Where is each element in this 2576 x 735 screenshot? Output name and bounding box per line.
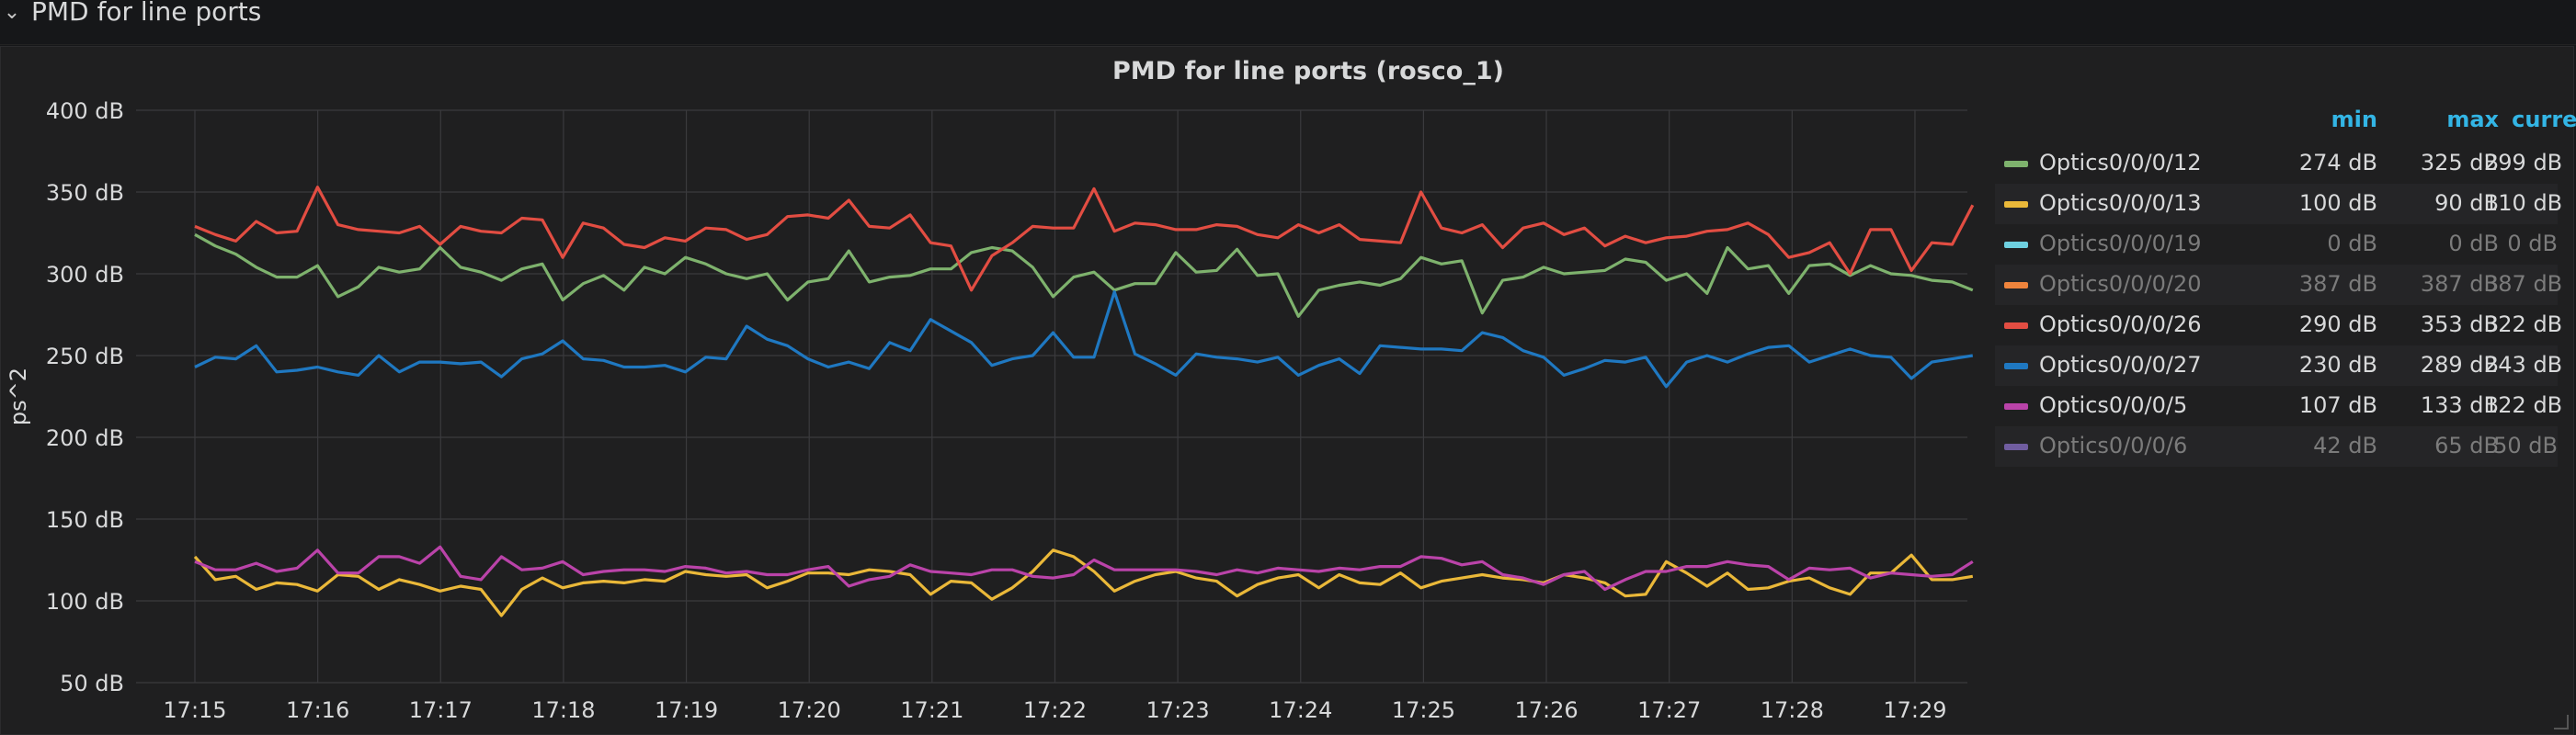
graph-panel bbox=[0, 46, 2574, 735]
y-tick-label: 300 dB bbox=[46, 262, 124, 288]
legend-current-value: 122 dB bbox=[2484, 392, 2563, 418]
x-tick-label: 17:19 bbox=[655, 697, 718, 723]
legend-swatch[interactable] bbox=[2004, 282, 2028, 288]
legend-swatch[interactable] bbox=[2004, 444, 2028, 450]
legend-max-value: 90 dB bbox=[2434, 190, 2499, 216]
legend-min-value: 42 dB bbox=[2313, 433, 2377, 458]
x-tick-label: 17:22 bbox=[1023, 697, 1087, 723]
legend-series-name[interactable]: Optics0/0/0/19 bbox=[2039, 231, 2202, 256]
legend-max-value: 289 dB bbox=[2420, 352, 2499, 378]
legend-header-max[interactable]: max bbox=[2446, 107, 2499, 132]
legend-item[interactable]: Optics0/0/0/6 42 dB 65 dB 50 dB bbox=[1995, 426, 2558, 467]
x-tick-label: 17:24 bbox=[1269, 697, 1332, 723]
legend-current-value: 110 dB bbox=[2484, 190, 2563, 216]
legend-swatch[interactable] bbox=[2004, 403, 2028, 410]
legend-item[interactable]: Optics0/0/0/26 290 dB 353 dB 322 dB bbox=[1995, 305, 2563, 345]
legend-swatch[interactable] bbox=[2004, 363, 2028, 369]
legend-min-value: 230 dB bbox=[2298, 352, 2377, 378]
legend-item[interactable]: Optics0/0/0/27 230 dB 289 dB 243 dB bbox=[1995, 345, 2563, 386]
x-tick-label: 17:29 bbox=[1883, 697, 1946, 723]
legend-swatch[interactable] bbox=[2004, 242, 2028, 248]
series-line bbox=[194, 232, 1974, 318]
legend-swatch[interactable] bbox=[2004, 201, 2028, 208]
legend-item[interactable]: Optics0/0/0/13 100 dB 90 dB 110 dB bbox=[1995, 184, 2563, 224]
legend-current-value: 387 dB bbox=[2484, 271, 2563, 297]
series-line bbox=[193, 548, 1974, 617]
legend-item[interactable]: Optics0/0/0/5 107 dB 133 dB 122 dB bbox=[1995, 386, 2563, 426]
row-header[interactable]: ⌄ PMD for line ports bbox=[0, 0, 2576, 45]
legend-min-value: 274 dB bbox=[2298, 150, 2377, 175]
legend-item[interactable]: Optics0/0/0/20 387 dB 387 dB 387 dB bbox=[1995, 265, 2563, 305]
row-title[interactable]: PMD for line ports bbox=[31, 0, 262, 27]
x-tick-label: 17:26 bbox=[1514, 697, 1578, 723]
series-line bbox=[194, 545, 1974, 592]
legend-series-name[interactable]: Optics0/0/0/6 bbox=[2039, 433, 2188, 458]
x-tick-label: 17:16 bbox=[286, 697, 349, 723]
legend-max-value: 65 dB bbox=[2434, 433, 2499, 458]
legend-item[interactable]: Optics0/0/0/12 274 dB 325 dB 299 dB bbox=[1995, 143, 2563, 184]
y-tick-label: 250 dB bbox=[46, 344, 124, 369]
legend-series-name[interactable]: Optics0/0/0/5 bbox=[2039, 392, 2188, 418]
legend-table: min max current Optics0/0/0/12 274 dB 325 … bbox=[1995, 103, 2576, 467]
legend-current-value: 322 dB bbox=[2484, 311, 2563, 337]
legend-min-value: 0 dB bbox=[2327, 231, 2377, 256]
legend-header-current[interactable]: current bbox=[2512, 107, 2576, 132]
legend-min-value: 100 dB bbox=[2298, 190, 2377, 216]
resize-handle-icon[interactable] bbox=[2554, 715, 2569, 729]
y-tick-label: 50 dB bbox=[60, 671, 124, 696]
x-tick-label: 17:27 bbox=[1637, 697, 1701, 723]
x-tick-label: 17:28 bbox=[1761, 697, 1824, 723]
legend-max-value: 387 dB bbox=[2420, 271, 2499, 297]
y-tick-label: 200 dB bbox=[46, 425, 124, 451]
legend-max-value: 325 dB bbox=[2420, 150, 2499, 175]
series-line bbox=[194, 290, 1974, 389]
legend-max-value: 0 dB bbox=[2448, 231, 2499, 256]
x-tick-label: 17:18 bbox=[531, 697, 595, 723]
legend-series-name[interactable]: Optics0/0/0/27 bbox=[2039, 352, 2202, 378]
y-tick-label: 100 dB bbox=[46, 589, 124, 615]
x-tick-label: 17:20 bbox=[778, 697, 841, 723]
legend-current-value: 50 dB bbox=[2493, 433, 2558, 458]
legend-header-min[interactable]: min bbox=[2331, 107, 2377, 132]
legend-min-value: 107 dB bbox=[2298, 392, 2377, 418]
legend-series-name[interactable]: Optics0/0/0/26 bbox=[2039, 311, 2202, 337]
series-line bbox=[194, 186, 1975, 292]
panel-title[interactable]: PMD for line ports (rosco_1) bbox=[1112, 57, 1504, 85]
legend-swatch[interactable] bbox=[2004, 322, 2028, 329]
x-tick-label: 17:25 bbox=[1392, 697, 1455, 723]
chevron-down-icon[interactable]: ⌄ bbox=[3, 1, 21, 24]
legend-swatch[interactable] bbox=[2004, 161, 2028, 167]
legend-series-name[interactable]: Optics0/0/0/20 bbox=[2039, 271, 2202, 297]
legend-min-value: 387 dB bbox=[2298, 271, 2377, 297]
y-axis-label: ps^2 bbox=[6, 368, 31, 425]
x-tick-label: 17:17 bbox=[409, 697, 473, 723]
legend-current-value: 0 dB bbox=[2507, 231, 2558, 256]
legend-current-value: 243 dB bbox=[2484, 352, 2563, 378]
legend-series-name[interactable]: Optics0/0/0/13 bbox=[2039, 190, 2202, 216]
x-tick-label: 17:21 bbox=[900, 697, 963, 723]
y-tick-label: 400 dB bbox=[46, 98, 124, 124]
x-tick-label: 17:15 bbox=[163, 697, 226, 723]
y-tick-label: 150 dB bbox=[46, 507, 124, 533]
legend-item[interactable]: Optics0/0/0/19 0 dB 0 dB 0 dB bbox=[1995, 224, 2558, 265]
x-tick-label: 17:23 bbox=[1146, 697, 1210, 723]
legend-max-value: 133 dB bbox=[2420, 392, 2499, 418]
legend-current-value: 299 dB bbox=[2484, 150, 2563, 175]
legend-header: min max current bbox=[1995, 103, 2576, 143]
legend-max-value: 353 dB bbox=[2420, 311, 2499, 337]
legend-series-name[interactable]: Optics0/0/0/12 bbox=[2039, 150, 2202, 175]
legend-min-value: 290 dB bbox=[2298, 311, 2377, 337]
y-tick-label: 350 dB bbox=[46, 180, 124, 206]
